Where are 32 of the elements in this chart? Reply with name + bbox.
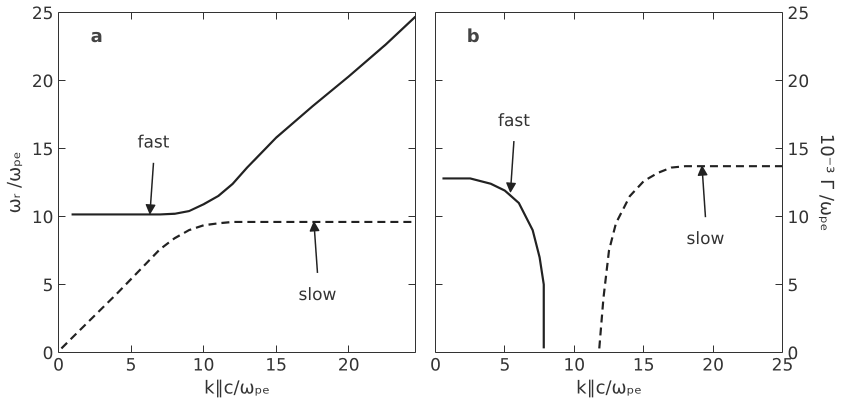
y-tick-label: 10 bbox=[788, 208, 810, 228]
y-axis-title: 10⁻³ Γ /ωₚₑ bbox=[816, 134, 838, 232]
y-tick-label: 10 bbox=[32, 208, 54, 228]
x-tick-label: 5 bbox=[499, 356, 510, 376]
y-tick-label: 15 bbox=[788, 140, 810, 160]
x-axis-title: k∥c/ωₚₑ bbox=[204, 378, 270, 398]
x-tick-label: 0 bbox=[430, 356, 441, 376]
annotation: fast bbox=[498, 110, 530, 131]
line-series bbox=[441, 177, 545, 350]
y-tick-label: 25 bbox=[32, 4, 54, 24]
annotation: slow bbox=[686, 229, 725, 250]
x-tick-label: 5 bbox=[126, 356, 136, 376]
text: b bbox=[466, 26, 480, 48]
line-series bbox=[598, 165, 782, 350]
y-tick-label: 20 bbox=[788, 72, 810, 92]
y-tick-label: 15 bbox=[32, 140, 54, 160]
y-tick-label: 5 bbox=[42, 276, 54, 296]
text: a bbox=[90, 26, 103, 48]
y-tick-label: 20 bbox=[32, 72, 54, 92]
annotation: fast bbox=[138, 132, 170, 153]
x-tick-label: 10 bbox=[192, 356, 214, 376]
y-tick-label: 25 bbox=[788, 4, 810, 24]
line-series bbox=[70, 15, 416, 216]
x-tick-label: 20 bbox=[702, 356, 724, 376]
y-axis-title: ωᵣ /ωₚₑ bbox=[4, 152, 25, 214]
x-tick-label: 15 bbox=[632, 356, 655, 376]
x-tick-label: 20 bbox=[338, 356, 360, 376]
annotation: slow bbox=[298, 284, 337, 305]
x-tick-label: 15 bbox=[265, 356, 288, 376]
x-tick-label: 10 bbox=[563, 356, 586, 376]
y-tick-label: 5 bbox=[788, 276, 798, 296]
x-axis-title: k∥c/ωₚₑ bbox=[576, 378, 642, 398]
